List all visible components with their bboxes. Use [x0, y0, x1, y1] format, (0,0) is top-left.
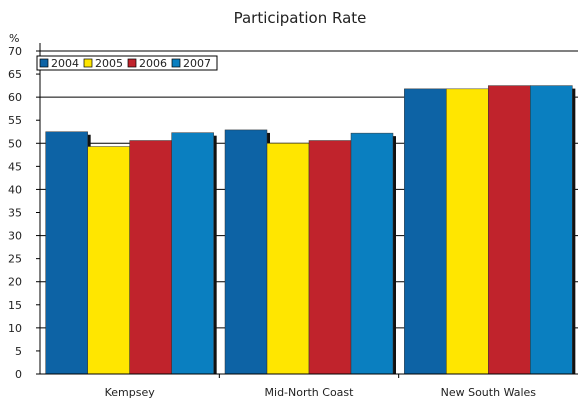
legend-label: 2006	[139, 57, 167, 70]
bar-2007-new-south-wales	[530, 85, 573, 375]
bar-2006-new-south-wales	[488, 85, 531, 375]
bars	[45, 85, 576, 375]
bar-2006-kempsey	[129, 140, 172, 375]
legend-swatch	[39, 58, 49, 68]
bar-2007-mid-north-coast	[350, 132, 394, 375]
legend-swatch	[127, 58, 137, 68]
y-tick-label: 50	[8, 137, 22, 150]
y-tick-label: 20	[8, 276, 22, 289]
legend-swatch	[171, 58, 181, 68]
bar-2006-mid-north-coast	[308, 140, 352, 375]
y-tick-label: 40	[8, 183, 22, 196]
legend-swatch	[83, 58, 93, 68]
legend-label: 2007	[183, 57, 211, 70]
x-category-label: Mid-North Coast	[265, 386, 355, 399]
bar-2004-new-south-wales	[404, 88, 447, 375]
bar-2005-new-south-wales	[446, 88, 489, 375]
bar-2004-kempsey	[45, 131, 88, 375]
y-tick-labels: 0 5 10 15 20 25 30 35 40 45 50 55 60 65 70	[8, 45, 22, 381]
axes	[36, 43, 578, 378]
y-tick-label: 30	[8, 230, 22, 243]
bar-2007-kempsey	[171, 132, 214, 375]
y-tick-label: 65	[8, 68, 22, 81]
y-tick-label: 5	[15, 345, 22, 358]
bar-2005-kempsey	[87, 146, 130, 375]
legend-label: 2004	[51, 57, 79, 70]
x-category-labels: Kempsey Mid-North Coast New South Wales	[105, 386, 537, 399]
legend-label: 2005	[95, 57, 123, 70]
y-tick-label: 45	[8, 160, 22, 173]
chart-title: Participation Rate	[234, 9, 367, 27]
x-category-label: Kempsey	[105, 386, 156, 399]
bar-2005-mid-north-coast	[266, 143, 310, 375]
y-tick-label: 60	[8, 91, 22, 104]
y-axis-unit: %	[9, 32, 19, 45]
y-tick-label: 25	[8, 253, 22, 266]
legend: 2004 2005 2006 2007	[36, 55, 218, 71]
x-category-label: New South Wales	[441, 386, 537, 399]
y-tick-label: 0	[15, 368, 22, 381]
y-tick-label: 10	[8, 322, 22, 335]
y-tick-label: 35	[8, 207, 22, 220]
bar-2004-mid-north-coast	[224, 129, 268, 375]
y-tick-label: 70	[8, 45, 22, 58]
y-tick-label: 15	[8, 299, 22, 312]
y-tick-label: 55	[8, 114, 22, 127]
